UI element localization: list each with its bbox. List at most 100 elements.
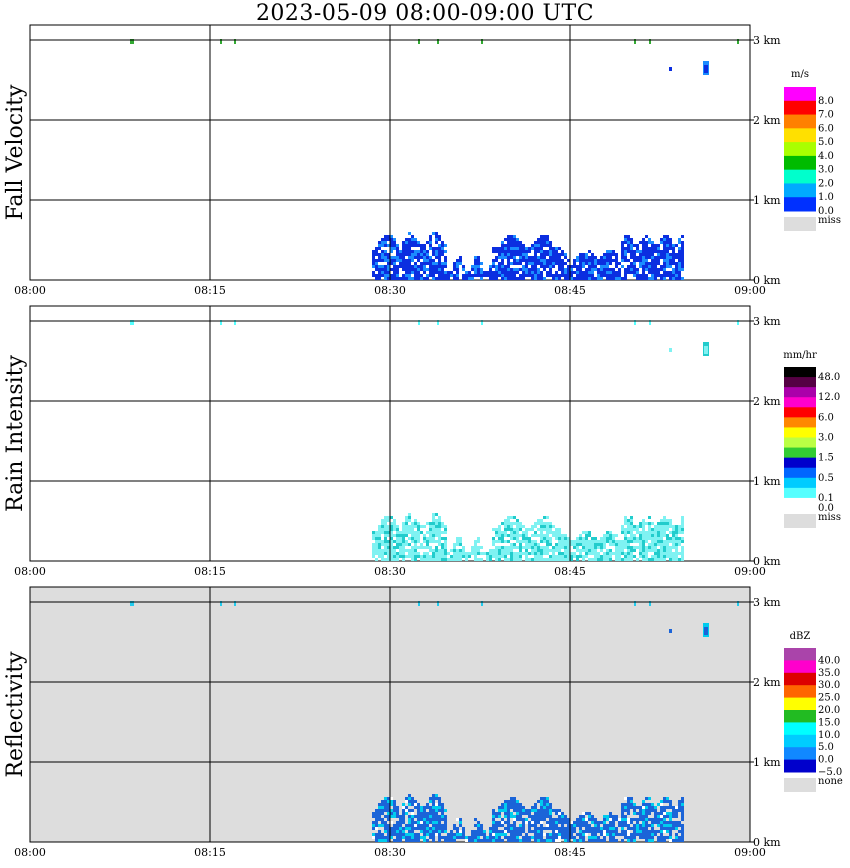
upper-echo-dot (669, 348, 672, 352)
echo-cell (378, 803, 381, 806)
echo-cell (543, 806, 546, 809)
echo-cell (402, 809, 405, 812)
echo-cell (534, 552, 537, 555)
echo-cell (414, 277, 417, 280)
echo-cell (600, 274, 603, 277)
echo-cell (642, 519, 645, 522)
echo-cell (456, 259, 459, 262)
echo-cell (576, 833, 579, 836)
echo-cell (606, 552, 609, 555)
echo-cell (453, 549, 456, 552)
echo-cell (636, 540, 639, 543)
echo-cell (516, 259, 519, 262)
echo-cell (525, 833, 528, 836)
echo-cell (387, 827, 390, 830)
echo-cell (501, 555, 504, 558)
echo-cell (579, 824, 582, 827)
echo-cell (441, 555, 444, 558)
echo-cell (390, 256, 393, 259)
echo-cell (585, 546, 588, 549)
echo-cell (504, 247, 507, 250)
echo-cell (414, 800, 417, 803)
echo-cell (426, 806, 429, 809)
echo-cell (522, 546, 525, 549)
echo-cell (426, 555, 429, 558)
x-tick-label: 08:30 (374, 846, 406, 859)
echo-cell (435, 797, 438, 800)
echo-cell (498, 839, 501, 842)
echo-cell (444, 546, 447, 549)
echo-cell (417, 821, 420, 824)
echo-cell (465, 277, 468, 280)
echo-cell (558, 528, 561, 531)
echo-cell (420, 830, 423, 833)
echo-cell (540, 824, 543, 827)
echo-cell (411, 531, 414, 534)
echo-cell (654, 271, 657, 274)
echo-cell (543, 537, 546, 540)
echo-cell (558, 558, 561, 561)
echo-cell (531, 815, 534, 818)
echo-cell (474, 824, 477, 827)
echo-cell (624, 247, 627, 250)
echo-cell (438, 522, 441, 525)
echo-cell (534, 256, 537, 259)
echo-cell (540, 265, 543, 268)
echo-cell (387, 543, 390, 546)
echo-cell (408, 836, 411, 839)
echo-cell (651, 265, 654, 268)
echo-cell (405, 833, 408, 836)
echo-cell (669, 830, 672, 833)
echo-cell (411, 534, 414, 537)
echo-cell (663, 528, 666, 531)
echo-cell (630, 250, 633, 253)
sparse-echo (234, 601, 236, 606)
echo-cell (528, 546, 531, 549)
echo-cell (453, 274, 456, 277)
echo-cell (549, 803, 552, 806)
echo-cell (630, 800, 633, 803)
echo-cell (681, 525, 684, 528)
echo-cell (402, 250, 405, 253)
echo-cell (579, 821, 582, 824)
echo-cell (462, 836, 465, 839)
echo-cell (471, 836, 474, 839)
echo-cell (408, 555, 411, 558)
echo-cell (504, 531, 507, 534)
echo-cell (531, 528, 534, 531)
echo-cell (486, 271, 489, 274)
echo-cell (474, 543, 477, 546)
echo-cell (510, 543, 513, 546)
echo-cell (549, 250, 552, 253)
echo-cell (513, 250, 516, 253)
echo-cell (657, 812, 660, 815)
echo-cell (387, 797, 390, 800)
echo-cell (441, 241, 444, 244)
echo-cell (540, 274, 543, 277)
echo-cell (537, 830, 540, 833)
echo-cell (402, 277, 405, 280)
echo-cell (489, 274, 492, 277)
echo-cell (507, 268, 510, 271)
echo-cell (378, 531, 381, 534)
echo-cell (645, 235, 648, 238)
echo-cell (669, 241, 672, 244)
echo-cell (579, 543, 582, 546)
echo-cell (516, 540, 519, 543)
echo-cell (585, 818, 588, 821)
echo-cell (591, 543, 594, 546)
echo-cell (549, 274, 552, 277)
echo-cell (429, 241, 432, 244)
echo-cell (675, 821, 678, 824)
echo-cell (627, 522, 630, 525)
echo-cell (639, 531, 642, 534)
echo-cell (477, 824, 480, 827)
echo-cell (657, 537, 660, 540)
echo-cell (609, 540, 612, 543)
echo-cell (651, 256, 654, 259)
echo-cell (438, 806, 441, 809)
x-tick-label: 08:45 (554, 284, 586, 297)
echo-cell (402, 812, 405, 815)
echo-cell (474, 549, 477, 552)
echo-cell (516, 238, 519, 241)
